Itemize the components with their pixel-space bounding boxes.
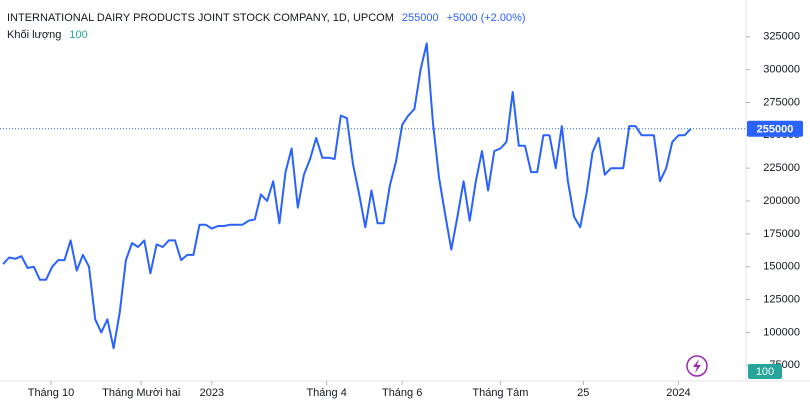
x-tick-label: Tháng 6 xyxy=(382,387,422,399)
y-tick-label: 100000 xyxy=(763,326,800,338)
alert-bolt xyxy=(693,359,701,373)
x-tick-label: Tháng Mười hai xyxy=(102,387,180,399)
x-tick-label: 2024 xyxy=(666,387,690,399)
x-tick-label: Tháng Tám xyxy=(472,387,528,399)
last-price: 255000 xyxy=(402,12,439,24)
last-price-label: 255000 xyxy=(757,124,794,136)
volume-label: Khối lượng xyxy=(7,29,61,41)
x-tick-label: 2023 xyxy=(200,387,224,399)
x-tick-label: Tháng 10 xyxy=(28,387,74,399)
y-tick-label: 300000 xyxy=(763,64,800,76)
y-tick-label: 225000 xyxy=(763,162,800,174)
last-price-box xyxy=(747,120,803,137)
y-tick-label: 150000 xyxy=(763,261,800,273)
x-tick-label: 25 xyxy=(577,387,589,399)
plot xyxy=(2,42,692,350)
chart-title: INTERNATIONAL DAIRY PRODUCTS JOINT STOCK… xyxy=(7,12,394,24)
volume-value: 100 xyxy=(69,29,87,41)
y-tick-label: 175000 xyxy=(763,228,800,240)
x-tick-label: Tháng 4 xyxy=(306,387,346,399)
y-tick-label: 125000 xyxy=(763,293,800,305)
price-line xyxy=(2,42,692,350)
y-tick-label: 325000 xyxy=(763,31,800,43)
volume-box xyxy=(748,364,782,379)
y-tick-label: 275000 xyxy=(763,96,800,108)
y-tick-label: 200000 xyxy=(763,195,800,207)
volume-badge: 100 xyxy=(756,366,774,378)
price-change: +5000 (+2.00%) xyxy=(447,12,526,24)
